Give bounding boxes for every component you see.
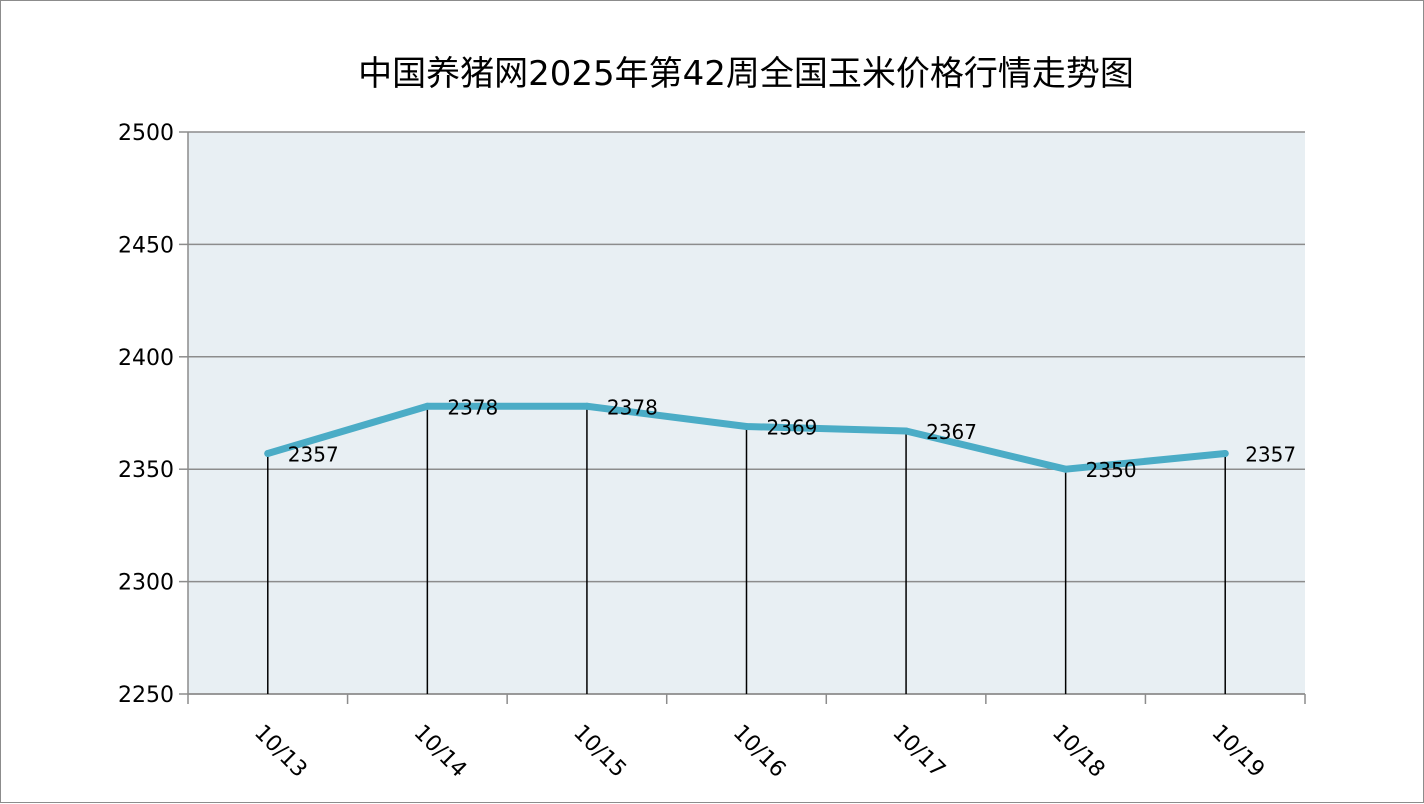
data-label: 2369 xyxy=(767,415,818,439)
data-label: 2357 xyxy=(288,442,339,466)
data-point xyxy=(1062,465,1070,473)
data-point xyxy=(583,402,591,410)
data-point xyxy=(423,402,431,410)
x-tick-label: 10/13 xyxy=(249,720,312,783)
data-label: 2357 xyxy=(1245,442,1296,466)
y-axis: 2500 2450 2400 2350 2300 2250 xyxy=(118,121,189,708)
x-axis: 10/13 10/14 10/15 10/16 10/17 10/18 10/19 xyxy=(187,693,1306,783)
data-label: 2367 xyxy=(926,420,977,444)
x-tick-label: 10/14 xyxy=(409,720,472,783)
y-tick-label: 2400 xyxy=(118,346,174,371)
x-tick-label: 10/16 xyxy=(728,720,791,783)
y-tick-label: 2350 xyxy=(118,458,174,483)
x-tick-label: 10/17 xyxy=(887,720,950,783)
y-tick-label: 2500 xyxy=(118,121,174,146)
x-tick-label: 10/18 xyxy=(1047,720,1110,783)
y-tick-label: 2450 xyxy=(118,233,174,258)
data-label: 2378 xyxy=(607,395,658,419)
data-label: 2378 xyxy=(447,395,498,419)
x-tick-label: 10/15 xyxy=(568,720,631,783)
y-tick-label: 2300 xyxy=(118,571,174,596)
data-labels: 2357 2378 2378 2369 2367 2350 2357 xyxy=(288,395,1296,482)
y-tick-label: 2250 xyxy=(118,683,174,708)
data-label: 2350 xyxy=(1086,458,1137,482)
x-tick-label: 10/19 xyxy=(1207,720,1270,783)
drop-lines xyxy=(267,406,1226,694)
chart-title: 中国养猪网2025年第42周全国玉米价格行情走势图 xyxy=(358,54,1134,94)
data-point xyxy=(1221,449,1229,457)
series-group xyxy=(264,402,1229,473)
data-point xyxy=(743,422,750,430)
data-point xyxy=(264,449,272,457)
data-point xyxy=(902,427,910,435)
